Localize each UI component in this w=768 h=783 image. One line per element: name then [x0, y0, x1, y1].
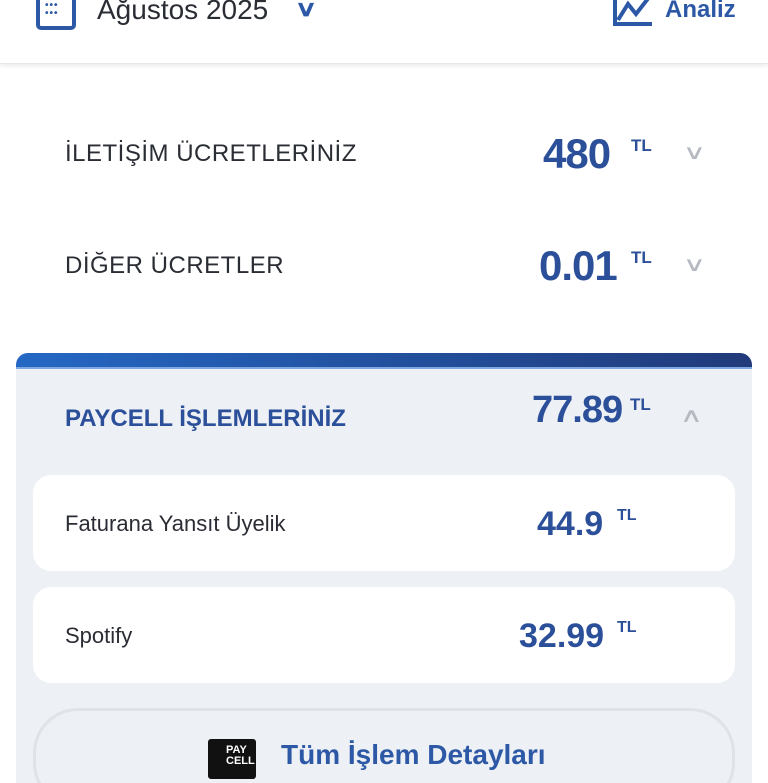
- chart-line-icon[interactable]: [612, 0, 656, 28]
- currency: TL: [631, 248, 652, 267]
- transaction-card[interactable]: Faturana Yansıt Üyelik 44.9 TL: [33, 475, 735, 571]
- top-bar: ••• ••• Ağustos 2025 ∨ Analiz: [0, 0, 768, 64]
- paycell-amount: 77.89: [532, 389, 623, 431]
- paycell-header[interactable]: PAYCELL İŞLEMLERİNİZ 77.89 TL ∧: [16, 383, 752, 443]
- currency: TL: [617, 619, 637, 636]
- transaction-amount: 44.9: [537, 505, 604, 543]
- currency: TL: [630, 395, 651, 414]
- currency: TL: [617, 507, 637, 524]
- transaction-amount: 32.99: [519, 617, 605, 655]
- row-amount: 480: [543, 130, 611, 177]
- all-transaction-details-button[interactable]: PAY CELL Tüm İşlem Detayları: [33, 708, 735, 783]
- analysis-button[interactable]: Analiz: [665, 0, 736, 23]
- currency: TL: [631, 136, 652, 155]
- chevron-down-icon[interactable]: ∨: [682, 254, 707, 276]
- row-amount: 0.01: [539, 242, 618, 289]
- paycell-logo: PAY CELL: [208, 739, 256, 779]
- transaction-name: Faturana Yansıt Üyelik: [65, 511, 286, 536]
- chevron-down-icon[interactable]: ∨: [682, 142, 707, 164]
- row-label: DİĞER ÜCRETLER: [65, 252, 285, 279]
- paycell-label: PAYCELL İŞLEMLERİNİZ: [65, 405, 346, 432]
- month-selector[interactable]: Ağustos 2025: [97, 0, 269, 25]
- row-label: İLETİŞİM ÜCRETLERİNİZ: [65, 140, 357, 167]
- calendar-icon[interactable]: ••• •••: [36, 0, 76, 30]
- chevron-up-icon[interactable]: ∧: [679, 405, 704, 427]
- button-label: Tüm İşlem Detayları: [281, 739, 546, 770]
- transaction-card[interactable]: Spotify 32.99 TL: [33, 587, 735, 683]
- other-charges-row[interactable]: DİĞER ÜCRETLER 0.01 TL ∨: [65, 242, 725, 292]
- communication-charges-row[interactable]: İLETİŞİM ÜCRETLERİNİZ 480 TL ∨: [65, 130, 725, 180]
- panel-accent-bar: [16, 353, 752, 369]
- transaction-name: Spotify: [65, 623, 133, 648]
- paycell-panel: PAYCELL İŞLEMLERİNİZ 77.89 TL ∧ Faturana…: [16, 353, 752, 783]
- chevron-down-icon[interactable]: ∨: [294, 0, 318, 21]
